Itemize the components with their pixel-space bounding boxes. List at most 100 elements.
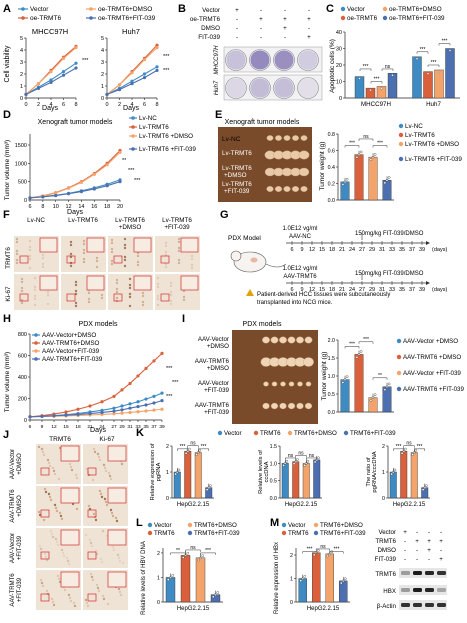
- cell-nucleus: [20, 286, 24, 290]
- panel-b-condition-grid: Vector + - - - oe-TRMT6 - + + + DMSO - - + - FIT-039 - - -…: [190, 7, 311, 41]
- arm-label: AAV-NC: [289, 234, 312, 240]
- inset-zoom: [60, 487, 80, 504]
- cell-nucleus: [53, 503, 57, 507]
- cell-nucleus: [91, 578, 95, 582]
- inset-region-box: [40, 509, 50, 518]
- x-tick-label: 0: [105, 102, 108, 108]
- cell-nucleus: [96, 452, 100, 456]
- tumor: [270, 336, 279, 344]
- panel-f: Lv-NC Lv-TRMT6 Lv-TRMT6+DMSOLv-TRMT6+FIT-0…: [5, 217, 200, 310]
- panel-i-plot: 0.00.51.01.52.0********: [328, 337, 394, 416]
- y-tick-label: 1.0: [270, 461, 277, 467]
- cell-nucleus: [33, 294, 37, 298]
- replicate-dot: [373, 393, 377, 397]
- legend-marker: [147, 522, 153, 528]
- cell-nucleus: [100, 560, 104, 564]
- cell-nucleus: [38, 544, 42, 548]
- tumor: [287, 336, 296, 344]
- legend-marker: [131, 125, 135, 129]
- data-point: [118, 180, 122, 184]
- data-point: [155, 65, 159, 69]
- y-tick-label: 800: [18, 332, 27, 338]
- replicate-dot: [171, 573, 175, 577]
- condition-sign: -: [260, 7, 262, 14]
- significance-label: ***: [377, 141, 383, 147]
- column-header: Lv-NC: [27, 217, 45, 224]
- model-label: PDX Model: [228, 235, 261, 242]
- panel-f-ihc-images: [14, 236, 200, 310]
- protein-band: [401, 571, 410, 575]
- bar: [400, 451, 408, 499]
- row-label-cont: +DMSO: [224, 172, 247, 179]
- significance-label: **: [122, 158, 127, 164]
- cell-nucleus: [111, 545, 115, 549]
- cell-nucleus: [169, 281, 173, 285]
- sig-bracket: [295, 455, 307, 458]
- axis-title-y: Cell viability: [4, 45, 11, 82]
- y-tick-label: 200: [18, 397, 27, 403]
- cell-nucleus: [89, 541, 93, 545]
- crystal-violet-stain: [226, 50, 246, 70]
- replicate-dot: [316, 549, 320, 552]
- replicate-dot: [195, 453, 198, 456]
- cell-nucleus: [117, 556, 121, 560]
- cell-nucleus: [156, 282, 160, 286]
- bar: [292, 461, 300, 499]
- replicate-dot: [285, 459, 289, 463]
- data-point: [160, 399, 164, 403]
- tumor-photo: [232, 330, 318, 424]
- tumor: [263, 381, 269, 387]
- cell-nucleus: [70, 468, 74, 472]
- x-tick-label: 18: [75, 424, 81, 430]
- cell-nucleus: [103, 497, 107, 501]
- cell-nucleus: [141, 291, 145, 295]
- cell-nucleus: [41, 253, 45, 257]
- band-label: β-Actin: [377, 603, 397, 610]
- data-point: [28, 196, 32, 200]
- cell-nucleus: [75, 507, 79, 511]
- x-tick-label: 6: [29, 424, 32, 430]
- replicate-dot: [391, 74, 394, 77]
- cell-nucleus: [33, 285, 37, 289]
- bar: [445, 48, 455, 99]
- row-label: AAV-TRMT6: [10, 573, 16, 607]
- sig-bracket: [344, 145, 360, 148]
- replicate-dot: [426, 72, 430, 75]
- crystal-violet-stain: [226, 78, 246, 98]
- timeline-day-label: 37: [409, 247, 415, 253]
- legend-marker: [281, 530, 287, 536]
- panel-f-column-headers: Lv-NC Lv-TRMT6 Lv-TRMT6+DMSOLv-TRMT6+FIT-0…: [27, 217, 192, 231]
- cell-nucleus: [110, 247, 114, 251]
- cell-nucleus: [61, 551, 65, 555]
- data-point: [61, 73, 66, 77]
- cell-nucleus: [110, 511, 114, 515]
- condition-sign: +: [235, 7, 239, 14]
- data-point: [36, 86, 41, 90]
- panel-k-legend: Vector TRMT6 TRMT6+DMSO TRMT6+FIT-039: [217, 430, 396, 437]
- timeline-day-label: 35: [399, 287, 405, 293]
- photo-title: PDX models: [243, 321, 282, 328]
- replicate-dot: [369, 158, 373, 162]
- condition-sign: -: [404, 538, 406, 545]
- condition-label: oe-TRMT6: [190, 16, 221, 23]
- bar: [312, 552, 321, 603]
- axis-title-y: Tumor volume (mm³): [4, 352, 11, 412]
- tumor: [305, 381, 312, 387]
- cell-nucleus: [69, 599, 73, 603]
- legend-label: AAV-TRMT6 +FIT-039: [403, 386, 464, 393]
- panel-letter-l: L: [136, 517, 143, 529]
- cell-nucleus: [33, 303, 37, 307]
- condition-sign: -: [236, 25, 238, 32]
- replicate-dot: [201, 554, 205, 557]
- panel-c-plot: 0 10 20 30 40 MHCC97H Huh7 *** *** ns *** *** ***: [336, 30, 460, 108]
- y-tick-label: 10: [336, 80, 342, 86]
- cell-nucleus: [141, 300, 145, 304]
- cell-nucleus: [67, 562, 71, 566]
- y-tick-label: 1.5: [270, 444, 277, 450]
- cell-nucleus: [169, 302, 173, 306]
- y-tick-label: 500: [18, 180, 27, 186]
- replicate-dot: [341, 381, 345, 384]
- data-point: [79, 189, 84, 194]
- cell-nucleus: [69, 465, 73, 469]
- timeline-day-label: 18: [329, 247, 335, 253]
